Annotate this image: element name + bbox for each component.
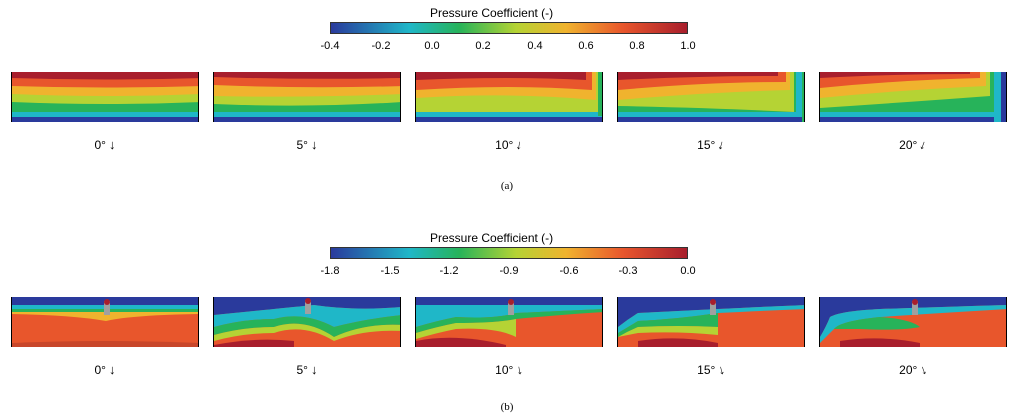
angle-label: 10° ↓ <box>415 361 603 378</box>
contour-panel-b-20deg <box>819 297 1007 347</box>
colorbar-title-b: Pressure Coefficient (-) <box>430 231 554 245</box>
contour-panel-b-0deg <box>11 297 199 347</box>
arrow-down-icon: ↓ <box>108 362 116 377</box>
arrow-down-icon: ↓ <box>515 136 525 153</box>
subfigure-label-b: (b) <box>500 401 514 413</box>
colorbar-tick: 0.0 <box>424 40 440 52</box>
colorbar-tick: -0.6 <box>559 265 579 277</box>
arrow-down-icon: ↓ <box>515 361 525 378</box>
angle-label: 5° ↓ <box>213 362 401 377</box>
contour-panel-a-15deg <box>617 72 805 122</box>
arrow-down-icon: ↓ <box>310 137 318 152</box>
angle-value: 5° <box>296 363 308 377</box>
contour-panel-a-0deg <box>11 72 199 122</box>
colorbar-title-a: Pressure Coefficient (-) <box>430 6 554 20</box>
contour-panel-b-10deg <box>415 297 603 347</box>
angle-value: 15° <box>697 363 716 377</box>
contour-panel-b-5deg <box>213 297 401 347</box>
contour-panel-a-10deg <box>415 72 603 122</box>
contour-panel-a-5deg <box>213 72 401 122</box>
arrow-down-icon: ↓ <box>917 136 930 153</box>
angle-value: 10° <box>495 363 514 377</box>
colorbar-tick: 1.0 <box>680 40 696 52</box>
colorbar-tick: -0.2 <box>371 40 391 52</box>
contour-panel-b-15deg <box>617 297 805 347</box>
colorbar-tick: 0.8 <box>629 40 645 52</box>
angle-value: 0° <box>94 138 106 152</box>
angle-label: 15°↓ <box>617 361 805 378</box>
angle-label: 20°↓ <box>819 136 1007 153</box>
colorbar-a <box>330 22 688 34</box>
colorbar-tick: 0.6 <box>578 40 594 52</box>
angle-label: 20°↓ <box>819 361 1007 378</box>
arrow-down-icon: ↓ <box>716 136 727 153</box>
colorbar-tick: 0.4 <box>527 40 543 52</box>
subfigure-label-a: (a) <box>500 180 514 192</box>
angle-value: 15° <box>697 138 716 152</box>
colorbar-tick: -0.9 <box>499 265 519 277</box>
colorbar-tick: -0.3 <box>618 265 638 277</box>
angle-label: 0° ↓ <box>11 137 199 152</box>
contour-panel-a-20deg <box>819 72 1007 122</box>
colorbar-tick: 0.2 <box>475 40 491 52</box>
arrow-down-icon: ↓ <box>917 361 930 378</box>
colorbar-b <box>330 247 688 259</box>
angle-label: 5° ↓ <box>213 137 401 152</box>
angle-value: 20° <box>899 138 918 152</box>
colorbar-tick: -1.2 <box>439 265 459 277</box>
angle-label: 10° ↓ <box>415 136 603 153</box>
colorbar-tick: 0.0 <box>680 265 696 277</box>
colorbar-tick: -0.4 <box>320 40 340 52</box>
colorbar-tick: -1.8 <box>320 265 340 277</box>
angle-value: 0° <box>94 363 106 377</box>
arrow-down-icon: ↓ <box>108 137 116 152</box>
colorbar-tick: -1.5 <box>380 265 400 277</box>
angle-value: 20° <box>899 363 918 377</box>
angle-label: 15°↓ <box>617 136 805 153</box>
angle-value: 10° <box>495 138 514 152</box>
angle-label: 0° ↓ <box>11 362 199 377</box>
arrow-down-icon: ↓ <box>310 362 318 377</box>
arrow-down-icon: ↓ <box>716 361 727 378</box>
angle-value: 5° <box>296 138 308 152</box>
